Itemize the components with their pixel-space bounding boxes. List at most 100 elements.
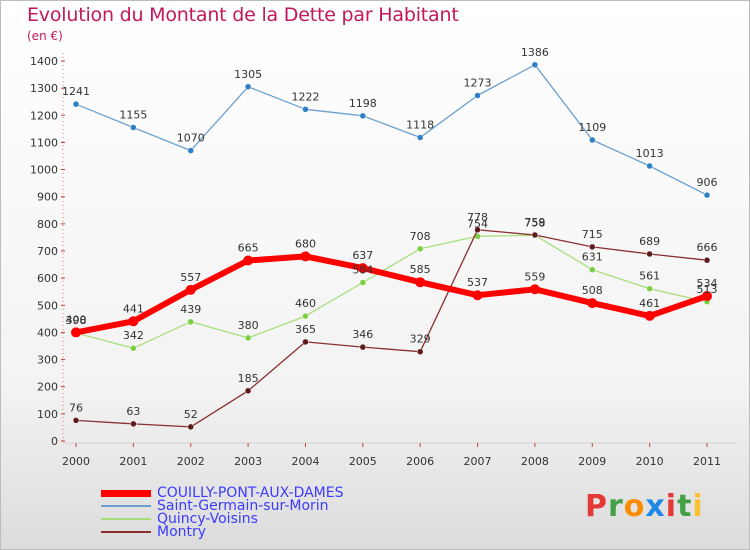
data-point-montry <box>187 423 194 431</box>
data-label-montry: 185 <box>238 372 259 385</box>
y-tick-label: 600 <box>37 272 58 285</box>
data-point-saint-germain-sur-morin <box>703 191 711 199</box>
data-label-quincy-voisins: 439 <box>180 303 201 316</box>
data-point-quincy-voisins <box>302 312 309 320</box>
data-label-montry: 329 <box>410 333 431 346</box>
data-label-montry: 778 <box>467 211 488 224</box>
y-tick-label: 300 <box>37 354 58 367</box>
data-label-quincy-voisins: 754 <box>467 217 488 230</box>
data-label-couilly-pont-aux-dames: 400 <box>66 313 87 326</box>
data-point-montry <box>416 348 424 355</box>
data-point-saint-germain-sur-morin <box>72 100 80 108</box>
data-point-montry <box>302 338 309 346</box>
legend-swatch <box>101 505 151 507</box>
series-line-montry <box>75 229 708 428</box>
legend-label: Quincy-Voisins <box>157 511 258 527</box>
x-tick-label: 2004 <box>291 455 319 468</box>
y-tick-label: 1200 <box>30 109 58 122</box>
data-label-saint-germain-sur-morin: 1386 <box>521 46 549 59</box>
data-label-couilly-pont-aux-dames: 508 <box>582 284 603 297</box>
y-tick-label: 1000 <box>30 164 58 177</box>
data-label-montry: 365 <box>295 323 316 336</box>
data-point-quincy-voisins <box>589 266 596 273</box>
data-point-couilly-pont-aux-dames <box>415 277 426 288</box>
y-tick-label: 1300 <box>30 82 58 95</box>
x-tick-label: 2011 <box>693 455 721 468</box>
x-tick-label: 2008 <box>521 455 549 468</box>
data-label-couilly-pont-aux-dames: 537 <box>467 276 488 289</box>
data-point-couilly-pont-aux-dames <box>529 284 540 295</box>
data-point-montry <box>474 226 481 234</box>
data-point-saint-germain-sur-morin <box>416 134 424 141</box>
y-tick-label: 100 <box>37 408 58 421</box>
data-label-montry: 689 <box>639 235 660 248</box>
logo-letter: P <box>585 489 608 524</box>
data-label-couilly-pont-aux-dames: 680 <box>295 237 316 250</box>
data-label-saint-germain-sur-morin: 1118 <box>406 119 434 132</box>
data-point-quincy-voisins <box>130 344 137 352</box>
legend-swatch <box>101 518 151 520</box>
data-label-couilly-pont-aux-dames: 441 <box>123 302 144 315</box>
data-label-quincy-voisins: 561 <box>639 270 660 283</box>
data-label-saint-germain-sur-morin: 1241 <box>62 85 90 98</box>
data-point-couilly-pont-aux-dames <box>472 290 483 301</box>
legend-swatch <box>101 489 151 497</box>
logo-letter: x <box>645 489 666 524</box>
data-point-quincy-voisins <box>244 334 252 342</box>
x-tick-label: 2001 <box>119 455 147 468</box>
data-point-montry <box>646 250 653 258</box>
data-label-montry: 346 <box>352 328 373 341</box>
data-point-couilly-pont-aux-dames <box>702 291 712 302</box>
data-label-quincy-voisins: 342 <box>123 329 144 342</box>
x-tick-label: 2002 <box>177 455 205 468</box>
data-point-montry <box>244 387 252 395</box>
proxiti-logo: Proxiti <box>585 489 704 524</box>
data-point-saint-germain-sur-morin <box>359 112 367 120</box>
data-label-quincy-voisins: 758 <box>524 216 545 229</box>
data-label-saint-germain-sur-morin: 1013 <box>636 147 664 160</box>
logo-letter: o <box>623 489 646 524</box>
x-tick-label: 2009 <box>578 455 606 468</box>
data-label-montry: 63 <box>126 405 140 418</box>
data-point-saint-germain-sur-morin <box>474 92 481 99</box>
data-point-saint-germain-sur-morin <box>130 124 137 131</box>
data-point-montry <box>130 420 137 428</box>
data-label-montry: 666 <box>697 241 718 254</box>
data-label-couilly-pont-aux-dames: 585 <box>410 263 431 276</box>
data-point-couilly-pont-aux-dames <box>644 310 655 321</box>
data-label-saint-germain-sur-morin: 1273 <box>464 76 492 89</box>
legend-item-quincy-voisins: Quincy-Voisins <box>101 511 421 527</box>
x-tick-label: 2010 <box>636 455 664 468</box>
legend-item-saint-germain-sur-morin: Saint-Germain-sur-Morin <box>101 498 421 514</box>
y-tick-label: 1100 <box>30 136 58 149</box>
x-tick-label: 2005 <box>349 455 377 468</box>
data-point-couilly-pont-aux-dames <box>357 263 368 274</box>
series-line-quincy-voisins <box>75 234 708 349</box>
data-label-quincy-voisins: 708 <box>410 230 431 243</box>
data-label-quincy-voisins: 398 <box>66 314 87 327</box>
data-point-couilly-pont-aux-dames <box>300 251 311 262</box>
data-point-montry <box>703 256 711 264</box>
data-point-saint-germain-sur-morin <box>531 61 539 69</box>
data-label-couilly-pont-aux-dames: 637 <box>352 249 373 262</box>
series-line-saint-germain-sur-morin <box>75 64 708 196</box>
x-tick-label: 2000 <box>62 455 90 468</box>
data-label-saint-germain-sur-morin: 1155 <box>119 109 147 122</box>
data-label-couilly-pont-aux-dames: 665 <box>238 242 259 255</box>
data-label-saint-germain-sur-morin: 1070 <box>177 132 205 145</box>
data-label-couilly-pont-aux-dames: 534 <box>697 277 718 290</box>
y-tick-label: 0 <box>51 435 58 448</box>
legend-swatch <box>101 531 151 533</box>
data-point-quincy-voisins <box>359 279 367 286</box>
data-label-saint-germain-sur-morin: 1305 <box>234 68 262 81</box>
data-label-quincy-voisins: 631 <box>582 251 603 264</box>
x-tick-label: 2003 <box>234 455 262 468</box>
data-label-montry: 715 <box>582 228 603 241</box>
data-label-montry: 76 <box>69 401 83 414</box>
y-tick-label: 700 <box>37 245 58 258</box>
data-point-saint-germain-sur-morin <box>646 162 653 170</box>
data-label-saint-germain-sur-morin: 906 <box>697 176 718 189</box>
data-label-montry: 52 <box>184 408 198 421</box>
